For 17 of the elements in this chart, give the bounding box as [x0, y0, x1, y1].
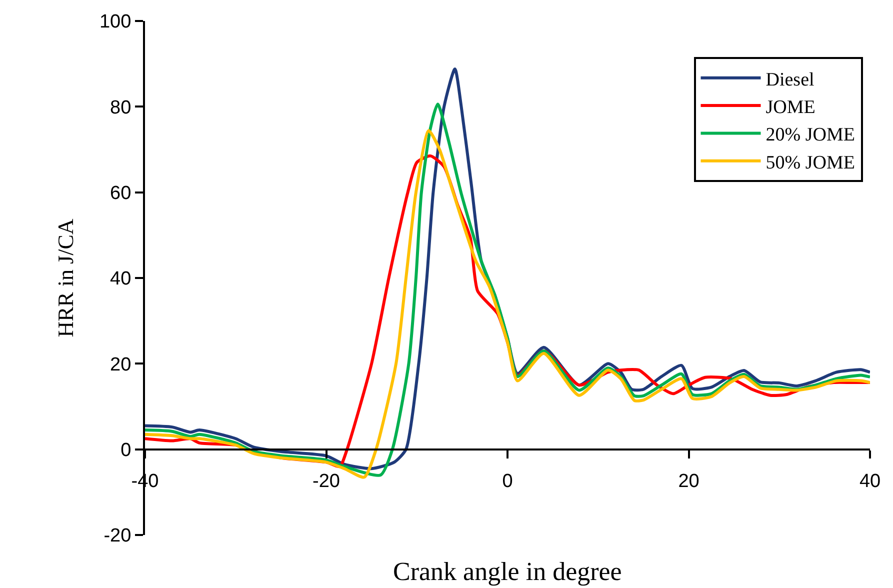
- legend-label: 20% JOME: [766, 124, 855, 146]
- y-tick-label: 0: [120, 440, 132, 461]
- y-tick-label: -20: [104, 526, 132, 547]
- y-tick-label: 80: [110, 97, 132, 118]
- y-tick-label: 40: [110, 268, 132, 290]
- y-tick-label: 20: [110, 354, 132, 376]
- legend-label: Diesel: [766, 69, 814, 90]
- x-tick-label: -20: [312, 471, 340, 492]
- x-tick-label: 0: [502, 471, 513, 492]
- x-tick-label: 20: [678, 471, 700, 492]
- y-tick-label: 100: [99, 12, 132, 33]
- legend-label: JOME: [766, 96, 816, 118]
- x-axis-title: Crank angle in degree: [393, 557, 622, 586]
- y-axis-title: HRR in J/CA: [52, 218, 78, 338]
- y-tick-label: 60: [110, 182, 132, 204]
- x-tick-label: 40: [859, 471, 881, 492]
- legend-label: 50% JOME: [766, 152, 855, 174]
